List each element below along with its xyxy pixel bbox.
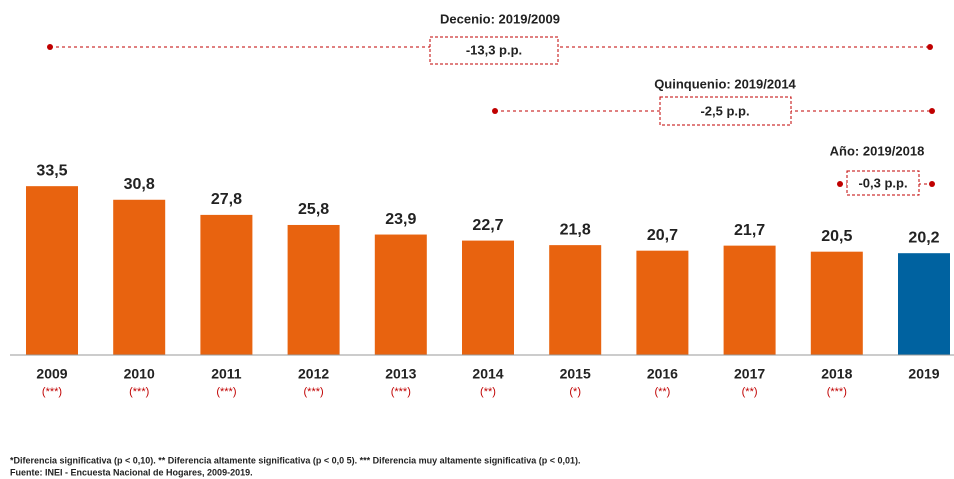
bar: [200, 214, 253, 355]
value-label: 30,8: [124, 176, 155, 193]
significance-label: (***): [216, 386, 236, 398]
dot: [492, 108, 498, 114]
significance-label: (***): [827, 386, 847, 398]
value-label: 27,8: [211, 191, 242, 208]
x-tick-label: 2019: [908, 366, 939, 382]
footnote: *Diferencia significativa (p < 0,10). **…: [10, 455, 580, 465]
value-label: 21,7: [734, 222, 765, 239]
x-tick-label: 2014: [472, 366, 503, 382]
significance-label: (***): [391, 386, 411, 398]
x-tick-label: 2018: [821, 366, 852, 382]
dot: [929, 181, 935, 187]
significance-label: (***): [129, 386, 149, 398]
comparison-difference: -2,5 p.p.: [700, 103, 749, 118]
x-tick-label: 2017: [734, 366, 765, 382]
bar: [374, 234, 427, 355]
dot: [927, 44, 933, 50]
dot: [47, 44, 53, 50]
comparison-title: Decenio: 2019/2009: [440, 11, 560, 26]
comparison-title: Quinquenio: 2019/2014: [654, 76, 796, 91]
comparison-ano: Año: 2019/2018 -0,3 p.p.: [830, 143, 935, 196]
comparison-decenio: Decenio: 2019/2009 -13,3 p.p.: [47, 11, 933, 65]
dot: [929, 108, 935, 114]
bar: [723, 245, 776, 355]
dot: [837, 181, 843, 187]
footnote: Fuente: INEI - Encuesta Nacional de Hoga…: [10, 467, 253, 477]
comparison-quinquenio: Quinquenio: 2019/2014 -2,5 p.p.: [492, 76, 935, 126]
bar: [287, 224, 340, 355]
x-tick-label: 2012: [298, 366, 329, 382]
value-label: 33,5: [36, 162, 67, 179]
bar: [26, 186, 78, 355]
significance-label: (**): [480, 386, 496, 398]
x-tick-label: 2010: [124, 366, 155, 382]
significance-label: (***): [42, 386, 62, 398]
x-tick-label: 2016: [647, 366, 678, 382]
value-label: 20,7: [647, 227, 678, 244]
bar: [462, 240, 514, 355]
bar: [113, 199, 166, 355]
comparison-title: Año: 2019/2018: [830, 143, 925, 158]
bar: [636, 250, 689, 355]
comparison-difference: -13,3 p.p.: [466, 42, 522, 57]
value-label: 21,8: [560, 221, 591, 238]
significance-label: (***): [304, 386, 324, 398]
bar: [549, 245, 602, 355]
x-tick-label: 2013: [385, 366, 416, 382]
significance-label: (**): [742, 386, 758, 398]
value-label: 23,9: [385, 211, 416, 228]
x-tick-label: 2011: [211, 366, 242, 382]
value-label: 20,5: [821, 228, 852, 245]
significance-label: (**): [654, 386, 670, 398]
comparison-box: [659, 96, 792, 126]
bar: [898, 253, 950, 355]
bar: [810, 251, 863, 355]
x-tick-label: 2015: [560, 366, 591, 382]
comparison-box: [846, 170, 920, 196]
comparison-box: [429, 36, 559, 65]
x-tick-label: 2009: [36, 366, 67, 382]
value-label: 22,7: [472, 217, 503, 234]
value-label: 25,8: [298, 201, 329, 218]
value-label: 20,2: [908, 229, 939, 246]
comparison-difference: -0,3 p.p.: [858, 175, 907, 190]
significance-label: (*): [569, 386, 581, 398]
